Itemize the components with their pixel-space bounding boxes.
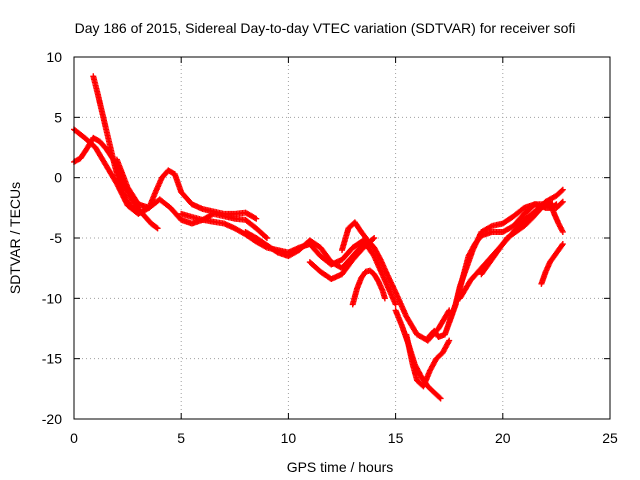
x-tick-label: 20 [495, 430, 511, 446]
data-point-marker [436, 394, 443, 401]
y-tick-label: 5 [54, 109, 62, 125]
data-point-marker [263, 235, 270, 241]
data-point-marker [559, 228, 566, 235]
y-tick-label: 0 [54, 170, 62, 186]
data-point-marker [437, 395, 444, 402]
series-track-16 [538, 241, 566, 287]
data-point-marker [559, 186, 566, 193]
data-point-marker [133, 208, 140, 215]
series-track-17 [546, 198, 566, 235]
grid [74, 57, 610, 419]
data-point-marker [154, 225, 161, 232]
data-point-marker [558, 199, 565, 206]
series-track-11 [403, 331, 453, 390]
data-point-marker [559, 198, 566, 205]
x-tick-label: 10 [281, 430, 297, 446]
x-tick-label: 25 [602, 430, 618, 446]
x-tick-label: 0 [70, 430, 78, 446]
series-track-4 [113, 156, 260, 222]
x-axis-label: GPS time / hours [287, 459, 394, 475]
y-tick-label: -20 [42, 411, 62, 427]
x-tick-label: 5 [177, 430, 185, 446]
series-track-9 [349, 267, 388, 308]
y-tick-label: -15 [42, 351, 62, 367]
data-series [71, 73, 566, 402]
data-point-marker [558, 187, 565, 194]
axis-ticks: 0 5 10 15 20 25 -20 -15 -10 -5 0 5 10 [42, 49, 618, 446]
data-point-marker [446, 337, 453, 344]
chart-title: Day 186 of 2015, Sidereal Day-to-day VTE… [75, 20, 576, 36]
series-track-10 [392, 307, 444, 402]
y-axis-label: SDTVAR / TECUs [7, 182, 23, 294]
data-point-marker [392, 301, 399, 308]
series-track-6 [242, 228, 367, 272]
series-track-7 [306, 235, 378, 283]
y-tick-label: -5 [50, 230, 63, 246]
series-track-13 [446, 198, 566, 326]
data-point-marker [253, 215, 260, 222]
data-point-marker [153, 224, 160, 231]
data-point-marker [370, 235, 377, 242]
data-point-marker [559, 241, 566, 248]
y-tick-label: -10 [42, 290, 62, 306]
data-point-marker [558, 242, 565, 249]
plot-frame [73, 56, 611, 420]
data-point-marker [381, 295, 388, 302]
series-track-15 [478, 198, 553, 278]
data-point-marker [132, 207, 139, 214]
x-tick-label: 15 [388, 430, 404, 446]
data-point-marker [262, 234, 269, 241]
y-tick-label: 10 [46, 49, 62, 65]
data-point-marker [371, 235, 378, 241]
